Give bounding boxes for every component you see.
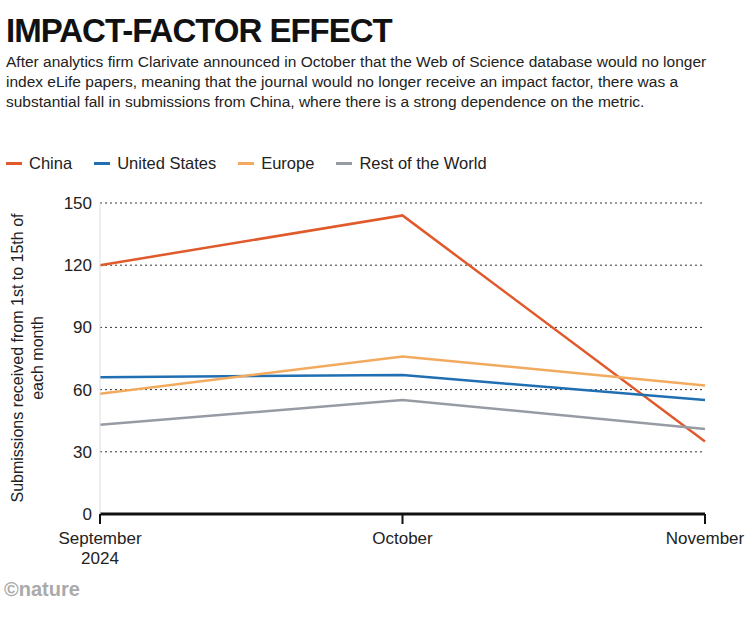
svg-text:September2024: September2024 (58, 529, 141, 568)
html-text:Rest of the World: Rest of the World (359, 154, 487, 172)
svg-text:60: 60 (73, 381, 92, 400)
svg-text:November: November (666, 529, 745, 548)
svg-text:October: October (372, 529, 433, 548)
html-text:Europe: Europe (261, 154, 315, 172)
html-text:IMPACT-FACTOR EFFECT: IMPACT-FACTOR EFFECT (6, 12, 392, 49)
html-text:Submissions received from 1st: Submissions received from 1st to 15th of… (9, 213, 46, 503)
html-text:After analytics firm Clarivate: After analytics firm Clarivate announced… (6, 53, 707, 110)
svg-text:30: 30 (73, 443, 92, 462)
html-text:©nature: ©nature (4, 578, 80, 600)
svg-text:0: 0 (83, 505, 92, 524)
svg-text:120: 120 (64, 256, 92, 275)
svg-text:90: 90 (73, 318, 92, 337)
html-text:United States: United States (117, 154, 217, 172)
html-text:China: China (29, 154, 73, 172)
svg-text:150: 150 (64, 194, 92, 213)
